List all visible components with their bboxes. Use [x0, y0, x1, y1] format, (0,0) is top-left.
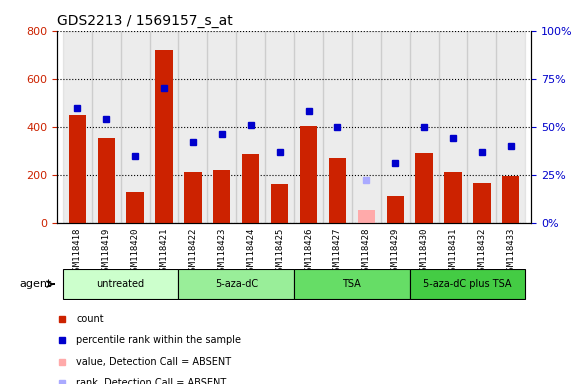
- Text: GSM118419: GSM118419: [102, 227, 111, 276]
- FancyBboxPatch shape: [179, 270, 294, 299]
- Text: percentile rank within the sample: percentile rank within the sample: [76, 335, 241, 345]
- Text: GSM118432: GSM118432: [477, 227, 486, 276]
- Text: GSM118423: GSM118423: [218, 227, 226, 276]
- Bar: [265, 31, 294, 223]
- Bar: [92, 31, 120, 223]
- Bar: [155, 50, 172, 223]
- Bar: [381, 31, 409, 223]
- Bar: [207, 31, 236, 223]
- Bar: [468, 31, 496, 223]
- Bar: [409, 31, 439, 223]
- Text: GSM118420: GSM118420: [131, 227, 140, 276]
- Bar: [444, 172, 462, 223]
- Bar: [352, 31, 381, 223]
- FancyBboxPatch shape: [409, 270, 525, 299]
- Bar: [236, 31, 265, 223]
- Text: count: count: [76, 314, 104, 324]
- Bar: [387, 196, 404, 223]
- Bar: [357, 210, 375, 223]
- Bar: [126, 192, 144, 223]
- Bar: [416, 153, 433, 223]
- Bar: [473, 183, 490, 223]
- Text: 5-aza-dC: 5-aza-dC: [215, 279, 258, 289]
- Text: GDS2213 / 1569157_s_at: GDS2213 / 1569157_s_at: [57, 14, 233, 28]
- Bar: [323, 31, 352, 223]
- Text: TSA: TSA: [343, 279, 361, 289]
- Text: agent: agent: [19, 279, 51, 289]
- Bar: [271, 184, 288, 223]
- Text: GSM118433: GSM118433: [506, 227, 515, 276]
- Text: GSM118421: GSM118421: [159, 227, 168, 276]
- Bar: [294, 31, 323, 223]
- Bar: [242, 154, 259, 223]
- Bar: [329, 158, 346, 223]
- Bar: [63, 31, 92, 223]
- Text: GSM118425: GSM118425: [275, 227, 284, 276]
- Bar: [98, 137, 115, 223]
- Bar: [184, 172, 202, 223]
- Text: untreated: untreated: [96, 279, 144, 289]
- Bar: [300, 126, 317, 223]
- Text: GSM118418: GSM118418: [73, 227, 82, 276]
- Text: GSM118429: GSM118429: [391, 227, 400, 276]
- Text: GSM118424: GSM118424: [246, 227, 255, 276]
- Bar: [496, 31, 525, 223]
- Bar: [439, 31, 468, 223]
- FancyBboxPatch shape: [63, 270, 179, 299]
- Bar: [69, 115, 86, 223]
- Bar: [120, 31, 150, 223]
- Text: value, Detection Call = ABSENT: value, Detection Call = ABSENT: [76, 357, 231, 367]
- Text: GSM118427: GSM118427: [333, 227, 342, 276]
- FancyBboxPatch shape: [294, 270, 409, 299]
- Text: GSM118431: GSM118431: [448, 227, 457, 276]
- Bar: [213, 170, 231, 223]
- Text: 5-aza-dC plus TSA: 5-aza-dC plus TSA: [423, 279, 512, 289]
- Bar: [150, 31, 179, 223]
- Text: GSM118422: GSM118422: [188, 227, 198, 276]
- Bar: [502, 176, 520, 223]
- Text: GSM118426: GSM118426: [304, 227, 313, 276]
- Text: GSM118430: GSM118430: [420, 227, 429, 276]
- Text: rank, Detection Call = ABSENT: rank, Detection Call = ABSENT: [76, 378, 226, 384]
- Bar: [179, 31, 207, 223]
- Text: GSM118428: GSM118428: [362, 227, 371, 276]
